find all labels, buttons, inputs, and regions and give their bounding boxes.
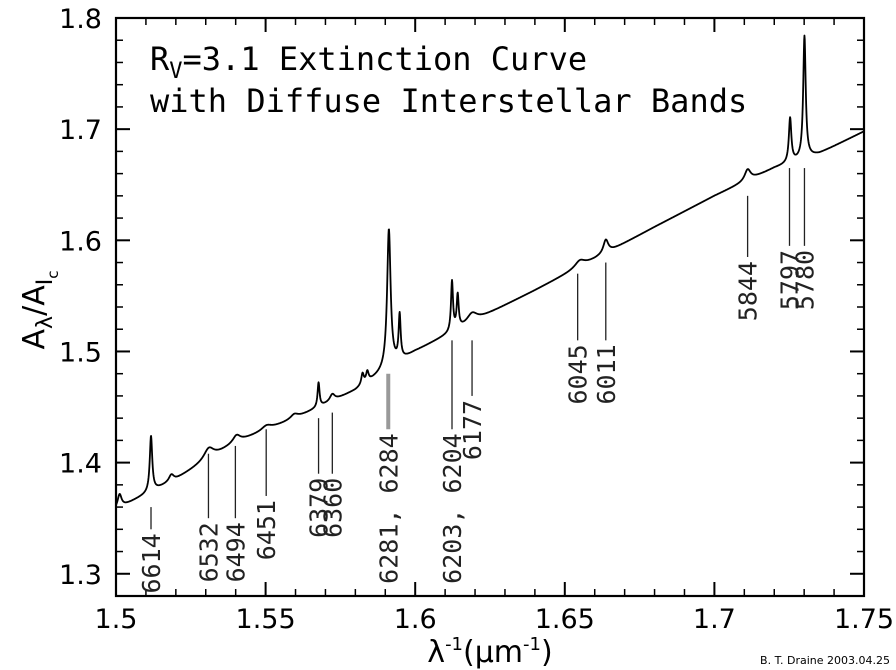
axis-ticks: [115, 17, 865, 597]
chart-title-line2: with Diffuse Interstellar Bands: [150, 82, 747, 120]
band-label: 5844: [734, 261, 763, 321]
title-r: R: [150, 40, 170, 78]
y-axis-label: Aλ/AIc: [17, 271, 62, 350]
band-label: 5780: [791, 250, 820, 310]
band-label: 6532: [195, 522, 224, 582]
band-label: 6379: [305, 478, 334, 538]
chart-title-line1: RV=3.1 Extinction Curve: [150, 40, 587, 84]
author-credit: B. T. Draine 2003.04.25: [760, 654, 890, 667]
band-label: 6011: [592, 344, 621, 404]
x-axis-label: λ-1(μm-1): [427, 634, 552, 670]
y-tick-label: 1.4: [59, 449, 102, 480]
band-label: 6281, 6284: [374, 433, 403, 584]
band-label: 5797: [776, 250, 805, 310]
x-tick-label: 1.7: [693, 604, 736, 635]
x-tick-label: 1.55: [236, 604, 296, 635]
x-tick-label: 1.6: [394, 604, 437, 635]
band-label: 6360: [318, 478, 347, 538]
y-tick-label: 1.8: [59, 4, 102, 35]
x-tick-label: 1.65: [535, 604, 595, 635]
title-v-subscript: V: [169, 59, 182, 84]
band-label: 6045: [564, 344, 593, 404]
band-label: 6203, 6204: [438, 433, 467, 584]
band-label: 6451: [252, 500, 281, 560]
x-tick-label: 1.75: [834, 604, 894, 635]
band-label: 6494: [221, 522, 250, 582]
extinction-curve-line: [115, 34, 865, 506]
x-tick-label: 1.5: [95, 604, 138, 635]
y-tick-label: 1.5: [59, 337, 102, 368]
title-rest: =3.1 Extinction Curve: [183, 40, 588, 78]
tick-labels: 1.5 1.55 1.6 1.65 1.7 1.75 1.3 1.4 1.5 1.6 1.7 1.8: [59, 4, 894, 635]
band-label: 6614: [137, 533, 166, 593]
y-tick-label: 1.7: [59, 115, 102, 146]
y-tick-label: 1.6: [59, 226, 102, 257]
band-label: 6177: [458, 400, 487, 460]
y-tick-label: 1.3: [59, 560, 102, 591]
